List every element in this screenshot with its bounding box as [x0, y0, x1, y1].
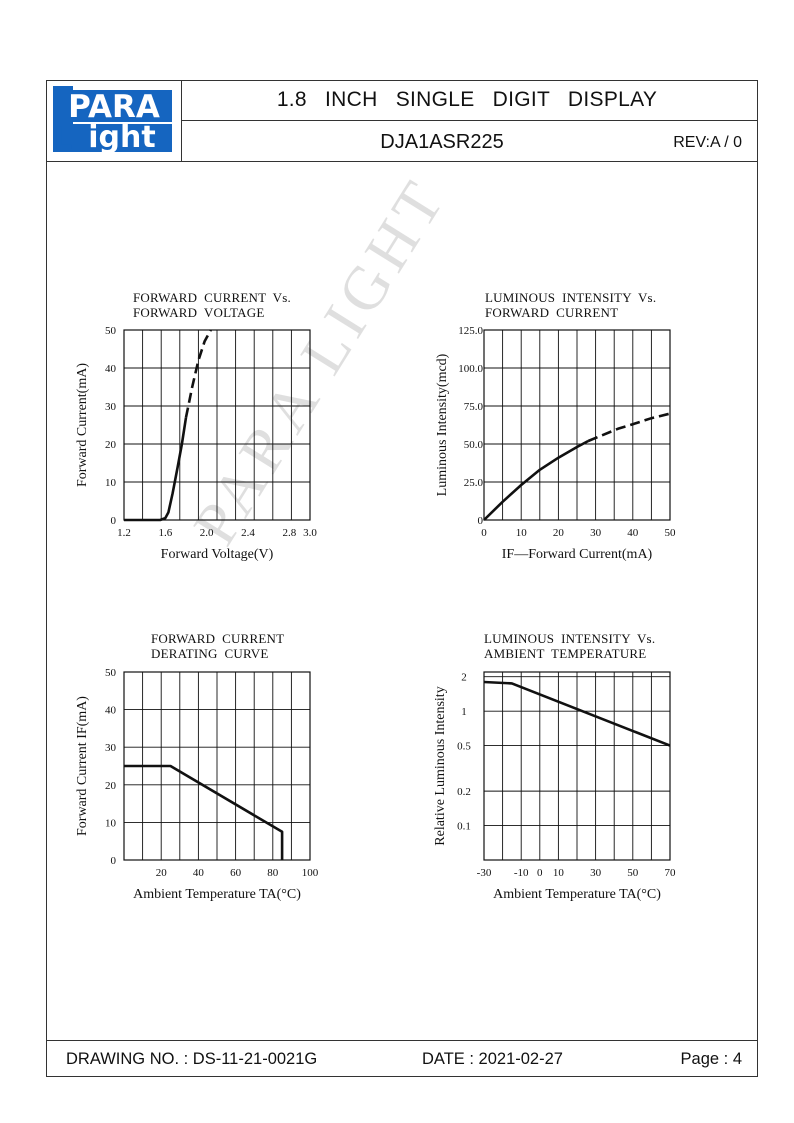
- chart4-xtick-label: 70: [665, 867, 677, 879]
- header-mid-divider: [182, 120, 758, 121]
- page-frame: [46, 80, 758, 1077]
- chart1-ytick-label: 30: [105, 401, 117, 413]
- chart1-xtick-label: 1.2: [117, 527, 131, 539]
- document-title: 1.8 INCH SINGLE DIGIT DISPLAY: [276, 88, 658, 111]
- chart4-series-line-1: [483, 680, 671, 747]
- chart1-ytick-label: 40: [105, 363, 117, 375]
- chart2-xtick-label: 30: [590, 527, 602, 539]
- chart1-ytick-label: 20: [105, 439, 117, 451]
- chart2-series-line-2: [587, 412, 671, 443]
- chart3-xtick-label: 20: [156, 867, 168, 879]
- logo-divider: [181, 80, 182, 161]
- chart4-ylabel: Relative Luminous Intensity: [433, 686, 448, 845]
- chart2-ytick-label: 50.0: [464, 439, 484, 451]
- chart4-xtick-label: 50: [627, 867, 639, 879]
- chart3-title: FORWARD CURRENT DERATING CURVE: [151, 631, 285, 661]
- chart4-ytick-label: 0.5: [457, 741, 471, 753]
- header-divider: [46, 161, 758, 162]
- chart1-xtick-label: 2.0: [200, 527, 214, 539]
- footer-divider: [46, 1040, 758, 1041]
- chart3-series-line-1: [124, 764, 284, 860]
- revision-label: REV:A / 0: [673, 134, 742, 151]
- page-number: Page : 4: [680, 1050, 742, 1068]
- chart2-xtick-label: 50: [665, 527, 677, 539]
- chart3-xtick-label: 60: [230, 867, 242, 879]
- chart4-ytick-label: 2: [461, 672, 467, 684]
- chart4-xtick-label: 10: [553, 867, 565, 879]
- chart2-xtick-label: 10: [516, 527, 528, 539]
- chart1-ytick-label: 10: [105, 477, 117, 489]
- chart2-ytick-label: 125.0: [458, 325, 483, 337]
- chart3-xtick-label: 100: [302, 867, 319, 879]
- chart3-ylabel: Forward Current IF(mA): [75, 696, 90, 836]
- chart1-xtick-label: 1.6: [158, 527, 172, 539]
- logo-ight-text: ight: [88, 120, 155, 155]
- logo-l-text: L: [53, 122, 72, 156]
- chart1-series-line-2: [184, 329, 212, 418]
- part-number: DJA1ASR225: [380, 131, 504, 153]
- document-date: DATE : 2021-02-27: [422, 1050, 563, 1068]
- chart1-series-line-1: [124, 417, 188, 522]
- chart3-ytick-label: 50: [105, 667, 117, 679]
- chart4-ytick-label: 1: [461, 706, 467, 718]
- chart2-ytick-label: 100.0: [458, 363, 483, 375]
- chart4-title: LUMINOUS INTENSITY Vs. AMBIENT TEMPERATU…: [484, 631, 656, 661]
- chart2-xtick-label: 0: [481, 527, 487, 539]
- chart2-ytick-label: 75.0: [464, 401, 484, 413]
- chart3-xlabel: Ambient Temperature TA(°C): [133, 887, 301, 902]
- chart3-xtick-label: 80: [267, 867, 279, 879]
- chart3-ytick-label: 0: [111, 855, 117, 867]
- chart4-xtick-label: -10: [514, 867, 529, 879]
- chart2-xtick-label: 20: [553, 527, 565, 539]
- chart2-ytick-label: 0: [478, 515, 484, 527]
- logo-para-text: PARA: [68, 89, 160, 125]
- chart1-ytick-label: 50: [105, 325, 117, 337]
- chart4-ytick-label: 0.2: [457, 786, 471, 798]
- chart2-series-line-1: [483, 439, 589, 521]
- chart4-xtick-label: -30: [477, 867, 492, 879]
- chart2-ylabel: Luminous Intensity(mcd): [435, 353, 450, 496]
- chart3-ytick-label: 30: [105, 742, 117, 754]
- chart1-xtick-label: 3.0: [303, 527, 317, 539]
- chart4-ytick-label: 0.1: [457, 821, 471, 833]
- chart1-xtick-label: 2.8: [282, 527, 296, 539]
- chart1-title: FORWARD CURRENT Vs. FORWARD VOLTAGE: [133, 290, 291, 320]
- chart2-xlabel: IF—Forward Current(mA): [502, 547, 653, 562]
- chart4-xlabel: Ambient Temperature TA(°C): [493, 887, 661, 902]
- chart2-title: LUMINOUS INTENSITY Vs. FORWARD CURRENT: [485, 290, 657, 320]
- chart3-ytick-label: 10: [105, 817, 117, 829]
- chart2-xtick-label: 40: [627, 527, 639, 539]
- chart4-xtick-label: 0: [537, 867, 543, 879]
- chart1-ylabel: Forward Current(mA): [75, 363, 90, 487]
- para-light-logo: PARA L ight: [52, 86, 176, 157]
- chart1-ytick-label: 0: [111, 515, 117, 527]
- chart1-xtick-label: 2.4: [241, 527, 255, 539]
- chart3-ytick-label: 20: [105, 780, 117, 792]
- drawing-number: DRAWING NO. : DS-11-21-0021G: [66, 1050, 318, 1068]
- chart4-xtick-label: 30: [590, 867, 602, 879]
- chart2-ytick-label: 25.0: [464, 477, 484, 489]
- chart3-xtick-label: 40: [193, 867, 205, 879]
- chart3-ytick-label: 40: [105, 705, 117, 717]
- chart1-xlabel: Forward Voltage(V): [161, 547, 274, 562]
